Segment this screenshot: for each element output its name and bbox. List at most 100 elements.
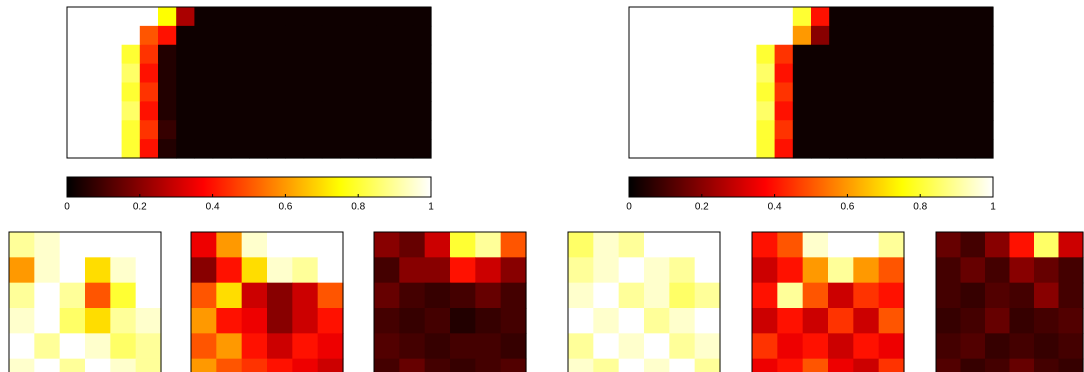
cell — [450, 358, 476, 372]
cell — [103, 120, 123, 140]
cell — [194, 63, 214, 84]
cell — [34, 308, 61, 334]
cell — [669, 308, 696, 334]
cell — [321, 101, 341, 121]
cell — [853, 358, 880, 372]
cell — [629, 101, 648, 121]
cell — [158, 101, 177, 121]
cell — [317, 358, 344, 372]
cell — [303, 25, 323, 46]
cell — [644, 257, 670, 284]
cell — [669, 333, 696, 360]
cell — [878, 257, 905, 284]
cell — [249, 44, 268, 65]
cell — [450, 333, 476, 360]
cell — [960, 308, 986, 334]
cell — [500, 282, 527, 309]
cell — [216, 257, 243, 284]
cell — [1009, 282, 1035, 309]
cell — [34, 232, 61, 258]
cell — [303, 44, 323, 65]
cell — [267, 333, 293, 360]
cell — [321, 25, 341, 46]
cell — [267, 257, 293, 284]
cell — [974, 120, 994, 140]
cell — [176, 44, 195, 65]
frame — [190, 231, 344, 372]
cell — [135, 282, 162, 309]
cell — [828, 257, 854, 284]
cell — [985, 282, 1011, 309]
cell — [644, 333, 670, 360]
cell — [802, 358, 829, 372]
cell — [230, 82, 250, 102]
cell — [59, 282, 86, 309]
cell — [85, 120, 104, 140]
cell — [802, 232, 829, 258]
cell — [59, 232, 86, 258]
cell — [67, 120, 86, 140]
cell — [340, 44, 359, 65]
cell — [720, 25, 739, 46]
colorbar — [628, 176, 994, 198]
cell — [139, 101, 159, 121]
cell — [829, 63, 848, 84]
cell — [9, 358, 35, 372]
cell — [829, 82, 848, 102]
cell — [358, 7, 377, 27]
cell — [85, 358, 111, 372]
cell — [241, 333, 268, 360]
cell — [883, 63, 903, 84]
cell — [285, 82, 305, 102]
cell — [285, 25, 305, 46]
cell — [811, 63, 830, 84]
cell — [158, 82, 177, 102]
cell — [59, 358, 86, 372]
cell — [110, 308, 137, 334]
cell — [121, 7, 141, 27]
cell — [376, 44, 396, 65]
cell — [683, 7, 703, 27]
cell — [865, 82, 885, 102]
cell — [865, 101, 885, 121]
cell — [450, 308, 476, 334]
cell — [938, 25, 958, 46]
cell — [321, 139, 341, 159]
cell — [317, 257, 344, 284]
cell — [374, 333, 400, 360]
cell — [249, 139, 268, 159]
cell — [424, 358, 451, 372]
cell — [374, 257, 400, 284]
cell — [194, 7, 214, 27]
cell — [985, 333, 1011, 360]
cell — [85, 282, 111, 309]
cell — [936, 257, 962, 284]
cell — [340, 25, 359, 46]
cell — [811, 120, 830, 140]
cell — [828, 282, 854, 309]
cell — [121, 120, 141, 140]
cell — [756, 63, 776, 84]
cell — [340, 63, 359, 84]
cell — [847, 120, 867, 140]
cell — [158, 44, 177, 65]
cell — [647, 101, 666, 121]
cell — [292, 333, 319, 360]
cell — [67, 44, 86, 65]
cell — [683, 44, 703, 65]
cell — [475, 232, 502, 258]
cell — [285, 139, 305, 159]
cell — [647, 7, 666, 27]
cell — [249, 63, 268, 84]
cell — [629, 44, 648, 65]
cell — [9, 257, 35, 284]
cell — [811, 25, 830, 46]
cell — [424, 282, 451, 309]
colorbar-tick-label: 0 — [626, 202, 632, 213]
cell — [500, 333, 527, 360]
cell — [303, 82, 323, 102]
cell — [960, 333, 986, 360]
cell — [985, 358, 1011, 372]
cell — [902, 63, 921, 84]
